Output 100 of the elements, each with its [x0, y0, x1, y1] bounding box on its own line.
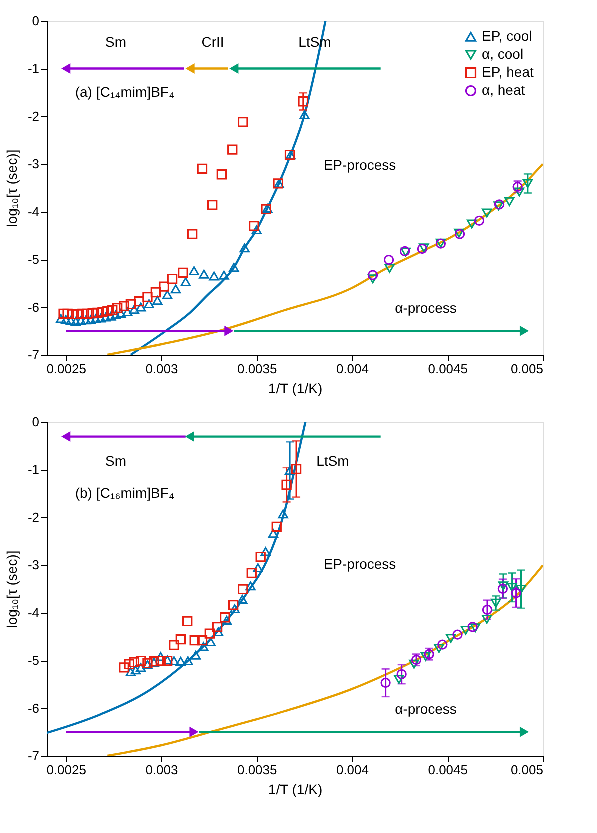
- x-tick-label: 0.005: [510, 362, 544, 376]
- point: [60, 315, 72, 324]
- point: [176, 657, 186, 666]
- point: [72, 309, 83, 320]
- point: [238, 584, 248, 595]
- point: [82, 308, 93, 320]
- point: [498, 584, 508, 594]
- point: [206, 637, 216, 646]
- x-axis-title: 1/T (1/K): [268, 782, 323, 798]
- point: [142, 292, 153, 302]
- y-tick-label: -7: [28, 748, 40, 764]
- point: [384, 264, 395, 274]
- point: [252, 225, 262, 234]
- point: [482, 604, 493, 616]
- point: [66, 316, 76, 326]
- y-tick-label: -7: [28, 348, 40, 362]
- point: [134, 296, 144, 307]
- y-tick-label: -6: [28, 700, 40, 716]
- y-axis-title: log₁₀[τ (sec)]: [4, 550, 20, 628]
- y-axis-title: log₁₀[τ (sec)]: [4, 150, 20, 228]
- y-tick-label: -4: [28, 204, 40, 220]
- y-tick-label: -1: [28, 61, 40, 76]
- point: [507, 583, 518, 592]
- point: [126, 299, 136, 310]
- point: [209, 272, 220, 281]
- point: [169, 640, 180, 650]
- point: [438, 640, 448, 650]
- point: [167, 274, 178, 284]
- point: [434, 644, 444, 654]
- point: [56, 314, 66, 324]
- point: [119, 301, 130, 312]
- point: [208, 200, 218, 210]
- y-tick-label: -4: [28, 605, 40, 620]
- point: [92, 308, 103, 318]
- x-tick-label: 0.005: [510, 762, 544, 778]
- point: [384, 254, 394, 266]
- point: [368, 270, 378, 280]
- x-tick-label: 0.0035: [237, 362, 278, 376]
- point: [136, 302, 146, 312]
- point: [256, 552, 266, 562]
- point: [470, 624, 481, 633]
- x-tick-label: 0.0035: [237, 762, 278, 778]
- point: [474, 216, 485, 226]
- x-axis-title: 1/T (1/K): [268, 380, 323, 396]
- point: [420, 652, 431, 662]
- point: [182, 616, 193, 627]
- point: [176, 634, 186, 645]
- point: [129, 657, 140, 668]
- y-tick-label: -5: [28, 653, 40, 668]
- point: [284, 466, 296, 476]
- point: [198, 642, 209, 652]
- point: [216, 170, 228, 180]
- point: [199, 270, 210, 279]
- y-tick-label: -6: [28, 300, 40, 315]
- point: [136, 656, 146, 666]
- annotation: EP-process: [324, 157, 396, 173]
- point: [246, 582, 256, 591]
- y-tick-label: -3: [28, 558, 40, 573]
- point: [504, 197, 515, 206]
- point: [482, 208, 492, 218]
- annotation: EP-process: [324, 556, 396, 572]
- point: [514, 188, 525, 197]
- point: [228, 600, 239, 610]
- point: [246, 568, 257, 578]
- point: [230, 604, 240, 614]
- annotation: Sm: [106, 34, 126, 50]
- point: [253, 564, 264, 573]
- point: [396, 669, 407, 680]
- y-tick-label: -2: [28, 510, 40, 525]
- point: [122, 308, 133, 317]
- x-tick-label: 0.003: [146, 362, 178, 376]
- point: [219, 270, 230, 280]
- y-tick-label: -5: [28, 252, 40, 268]
- point: [298, 96, 308, 107]
- point: [150, 287, 162, 298]
- y-tick-label: 0: [32, 414, 40, 430]
- point: [220, 612, 230, 623]
- point: [129, 305, 140, 314]
- point: [189, 266, 200, 276]
- x-tick-label: 0.004: [336, 762, 370, 778]
- x-tick-label: 0.003: [146, 762, 178, 778]
- point: [237, 594, 248, 604]
- point: [282, 480, 292, 490]
- point: [482, 615, 492, 624]
- point: [204, 628, 215, 639]
- point: [187, 229, 198, 240]
- point: [112, 303, 123, 314]
- annotation: Sm: [106, 453, 126, 469]
- point: [144, 299, 154, 308]
- point: [98, 306, 108, 318]
- point: [62, 308, 73, 320]
- point: [197, 635, 208, 646]
- point: [460, 626, 472, 636]
- annotation: (a) [C₁₄mim]BF₄: [75, 84, 175, 100]
- point: [108, 305, 118, 316]
- point: [498, 582, 509, 591]
- point: [183, 656, 194, 666]
- x-tick-label: 0.004: [336, 362, 370, 376]
- point: [152, 296, 163, 306]
- point: [240, 244, 250, 253]
